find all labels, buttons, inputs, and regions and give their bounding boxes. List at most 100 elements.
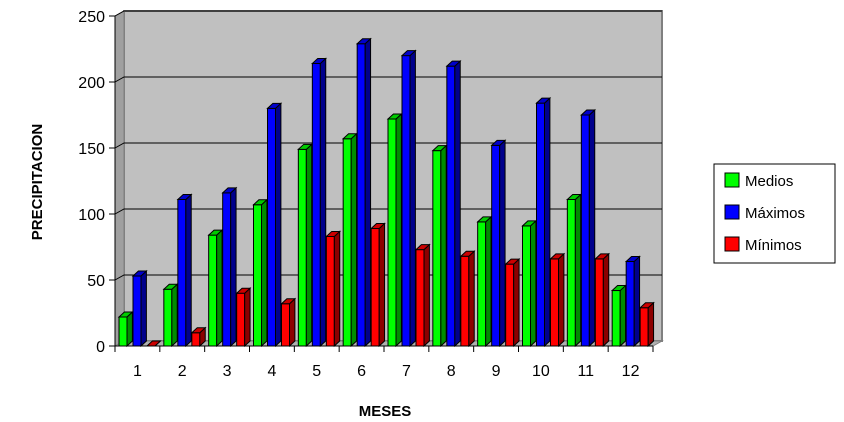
bar-top: [131, 270, 148, 277]
bar-Medios-5: [297, 143, 314, 348]
bar-front: [311, 63, 321, 347]
bar-front: [253, 204, 262, 347]
y-tick-label: 50: [87, 273, 105, 290]
bar-front: [356, 43, 366, 347]
bar-top: [414, 244, 431, 251]
y-tick-label: 250: [78, 9, 105, 26]
bar-side: [364, 37, 372, 348]
bar-front: [566, 198, 576, 347]
bar-front: [594, 258, 604, 347]
bar-side: [305, 143, 313, 348]
bar-front: [191, 332, 201, 347]
x-tick-label: 4: [267, 363, 276, 380]
bar-Mínimos-11: [594, 252, 611, 348]
bar-top: [386, 113, 403, 120]
bar-Máximos-4: [266, 102, 283, 348]
bar-top: [252, 199, 269, 206]
y-tick-label: 150: [78, 141, 105, 158]
bar-front: [281, 303, 290, 347]
bar-Medios-2: [162, 283, 179, 348]
bar-side: [602, 252, 610, 348]
bar-top: [235, 287, 252, 294]
bar-side: [333, 230, 341, 348]
x-tick-label: 7: [402, 363, 411, 380]
legend-label-Medios: Medios: [745, 173, 793, 190]
bar-side: [319, 57, 327, 348]
bar-front: [132, 275, 142, 347]
bar-top: [369, 223, 386, 230]
bar-side: [378, 222, 386, 348]
bar-top: [117, 311, 134, 318]
bar-Medios-4: [252, 198, 269, 348]
bar-top: [476, 216, 493, 223]
bar-top: [266, 102, 283, 109]
bar-side: [468, 250, 475, 348]
x-tick-label: 1: [133, 363, 142, 380]
bar-front: [222, 192, 232, 347]
x-tick-label: 2: [178, 363, 187, 380]
gridline: [114, 142, 662, 149]
y-tick-label: 200: [78, 75, 105, 92]
bar-Mínimos-2: [190, 326, 207, 348]
bar-front: [580, 114, 590, 347]
bar-front: [387, 118, 397, 347]
bar-top: [431, 145, 448, 152]
bar-top: [176, 193, 193, 200]
bar-front: [325, 235, 335, 347]
x-tick-label: 8: [447, 363, 456, 380]
bar-top: [521, 220, 538, 227]
bar-top: [190, 327, 207, 334]
bar-Máximos-3: [221, 186, 238, 348]
axes: [109, 15, 654, 352]
bar-side: [558, 252, 565, 348]
bar-top: [490, 139, 507, 146]
bar-top: [400, 50, 417, 57]
bar-Mínimos-5: [325, 230, 342, 348]
bar-top: [325, 230, 342, 237]
bar-side: [633, 255, 641, 348]
bar-side: [544, 96, 551, 348]
bar-front: [505, 263, 515, 347]
bar-Máximos-7: [400, 49, 417, 348]
bar-top: [162, 283, 179, 290]
bar-Máximos-11: [580, 108, 597, 348]
bar-Medios-7: [386, 112, 403, 348]
bar-front: [342, 138, 352, 347]
bar-Mínimos-10: [549, 252, 566, 348]
bar-top: [504, 258, 521, 265]
bar-Mínimos-12: [638, 301, 655, 348]
bar-front: [639, 307, 649, 347]
bar-Máximos-12: [624, 255, 641, 348]
bar-front: [460, 255, 470, 347]
bar-front: [297, 148, 307, 347]
bar-Máximos-9: [490, 139, 507, 348]
bar-front: [208, 234, 218, 347]
bar-front: [163, 288, 173, 347]
bar-top: [341, 133, 358, 140]
x-tick-label: 5: [312, 363, 321, 380]
bar-front: [446, 65, 456, 347]
bar-Mínimos-9: [504, 258, 521, 348]
bar-Mínimos-8: [459, 250, 476, 348]
bar-front: [536, 102, 545, 347]
bar-side: [499, 139, 506, 348]
bar-top: [610, 285, 627, 292]
bar-top: [638, 302, 655, 309]
bar-side: [454, 60, 461, 348]
bar-side: [530, 219, 537, 348]
bar-Medios-3: [207, 228, 224, 348]
bar-side: [440, 144, 447, 348]
bar-Máximos-10: [535, 96, 552, 348]
legend-swatch-Mínimos: [724, 236, 740, 252]
x-tick-label: 10: [532, 363, 550, 380]
bar-Medios-1: [117, 310, 134, 348]
bar-side: [126, 310, 133, 348]
bar-side: [230, 186, 237, 348]
legend-label-Mínimos: Mínimos: [745, 237, 802, 254]
bar-top: [280, 298, 297, 305]
bar-side: [171, 283, 178, 348]
bar-Máximos-6: [355, 37, 372, 348]
bar-top: [535, 97, 552, 104]
